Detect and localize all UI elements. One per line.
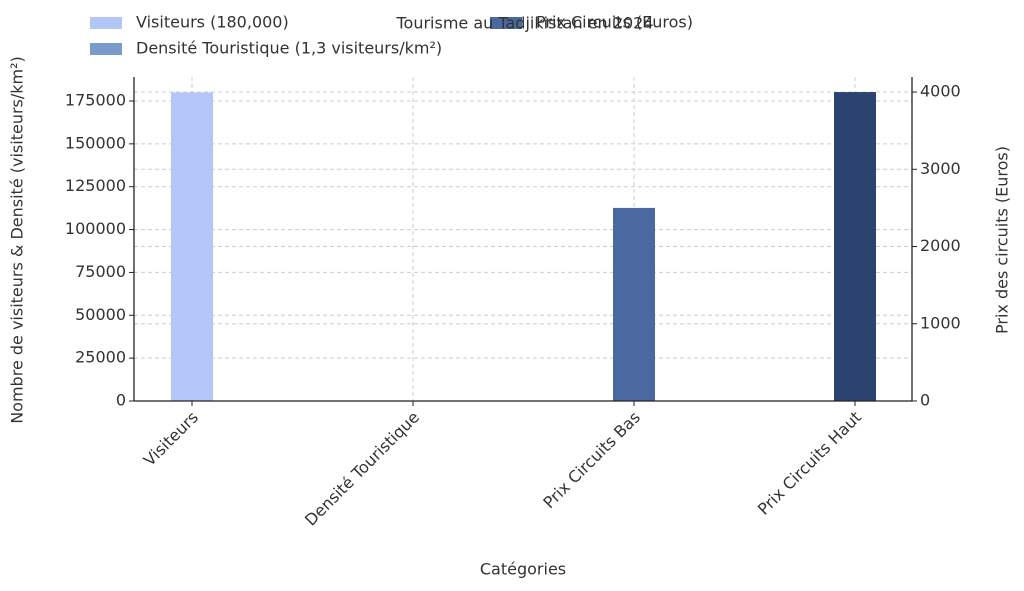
legend-label: Visiteurs (180,000) (136, 13, 289, 32)
bar (171, 92, 213, 401)
y-tick-label: 125000 (65, 176, 126, 195)
x-axis-label: Catégories (480, 560, 566, 579)
bar (834, 92, 876, 401)
x-tick-label: Densité Touristique (301, 408, 423, 530)
bar (613, 207, 655, 401)
legend-swatch (90, 17, 122, 29)
legend-swatch (490, 17, 522, 29)
y2-tick-label: 3000 (920, 159, 961, 178)
y-tick-label: 150000 (65, 133, 126, 152)
y-tick-label: 0 (116, 391, 126, 410)
x-tick-label: Prix Circuits Bas (539, 408, 644, 513)
y-tick-label: 75000 (75, 262, 126, 281)
x-tick-label: Prix Circuits Haut (754, 408, 865, 519)
plot: 0 25000 50000 75000 100000 125000 150000 175000… (65, 13, 961, 530)
chart-title: Tourisme au Tadjikistan en 2024 (395, 14, 653, 33)
y2-tick-label: 4000 (920, 82, 961, 101)
y2-tick-label: 1000 (920, 313, 961, 332)
y-tick-label: 175000 (65, 91, 126, 110)
legend-label: Densité Touristique (1,3 visiteurs/km²) (136, 39, 442, 58)
x-tick-label: Visiteurs (140, 408, 202, 470)
y-tick-label: 50000 (75, 305, 126, 324)
y2-tick-label: 0 (920, 391, 930, 410)
legend-swatch (90, 43, 122, 55)
y-tick-label: 100000 (65, 219, 126, 238)
y2-tick-label: 2000 (920, 236, 961, 255)
y-axis-label: Nombre de visiteurs & Densité (visiteurs… (8, 56, 27, 424)
y-tick-label: 25000 (75, 348, 126, 367)
y2-axis-label: Prix des circuits (Euros) (993, 146, 1012, 334)
legend-label: Prix Circuits (Euros) (536, 13, 693, 32)
